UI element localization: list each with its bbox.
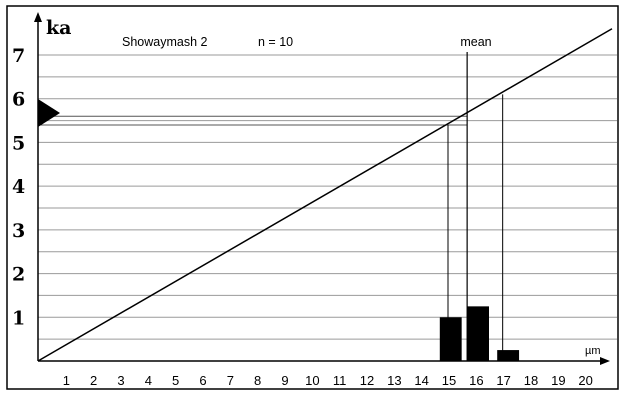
x-tick-label: 14: [414, 373, 428, 388]
x-tick-label: 4: [145, 373, 152, 388]
chart-frame: [6, 5, 619, 390]
y-tick-label: 4: [12, 176, 25, 198]
x-tick-label: 9: [281, 373, 288, 388]
x-tick-label: 19: [551, 373, 565, 388]
bars: [439, 306, 520, 361]
x-tick-label: 18: [524, 373, 538, 388]
x-axis-arrow-icon: [600, 357, 610, 365]
x-tick-label: 11: [333, 373, 347, 388]
y-tick-label: 3: [12, 220, 25, 242]
bar: [439, 317, 462, 361]
y-tick-label: 1: [12, 307, 25, 329]
x-tick-label: 6: [199, 373, 206, 388]
chart-title: Showaymash 2: [122, 35, 208, 49]
x-tick-label: 20: [578, 373, 592, 388]
x-axis-label: µm: [585, 345, 601, 357]
mean-age-marker-icon: [38, 99, 60, 127]
x-tick-label: 17: [496, 373, 510, 388]
gridlines: [38, 54, 617, 340]
x-tick-label: 15: [442, 373, 456, 388]
y-tick-labels: 1 2 3 4 5 6 7: [12, 45, 25, 329]
bar: [497, 350, 520, 361]
x-tick-label: 16: [469, 373, 483, 388]
x-tick-label: 13: [387, 373, 401, 388]
regression-line: [37, 28, 613, 362]
x-tick-label: 12: [360, 373, 374, 388]
annotation-lines: [37, 28, 613, 362]
x-tick-label: 7: [227, 373, 234, 388]
y-axis-arrow-icon: [34, 12, 42, 22]
mean-label: mean: [460, 35, 491, 49]
x-tick-labels: 1 2 3 4 5 6 7 8 9 10 11 12 13 14 15 16 17 18 19 20: [63, 373, 593, 388]
y-tick-label: 7: [12, 45, 25, 67]
y-axis-label: ka: [46, 17, 71, 39]
bar: [467, 306, 489, 361]
y-tick-label: 6: [12, 89, 25, 111]
y-tick-label: 2: [12, 264, 25, 286]
x-tick-label: 2: [90, 373, 97, 388]
x-tick-label: 1: [63, 373, 70, 388]
x-tick-label: 3: [117, 373, 124, 388]
x-tick-label: 8: [254, 373, 261, 388]
sample-size: n = 10: [258, 35, 293, 49]
x-tick-label: 5: [172, 373, 179, 388]
x-tick-label: 10: [305, 373, 319, 388]
y-tick-label: 5: [12, 132, 25, 154]
